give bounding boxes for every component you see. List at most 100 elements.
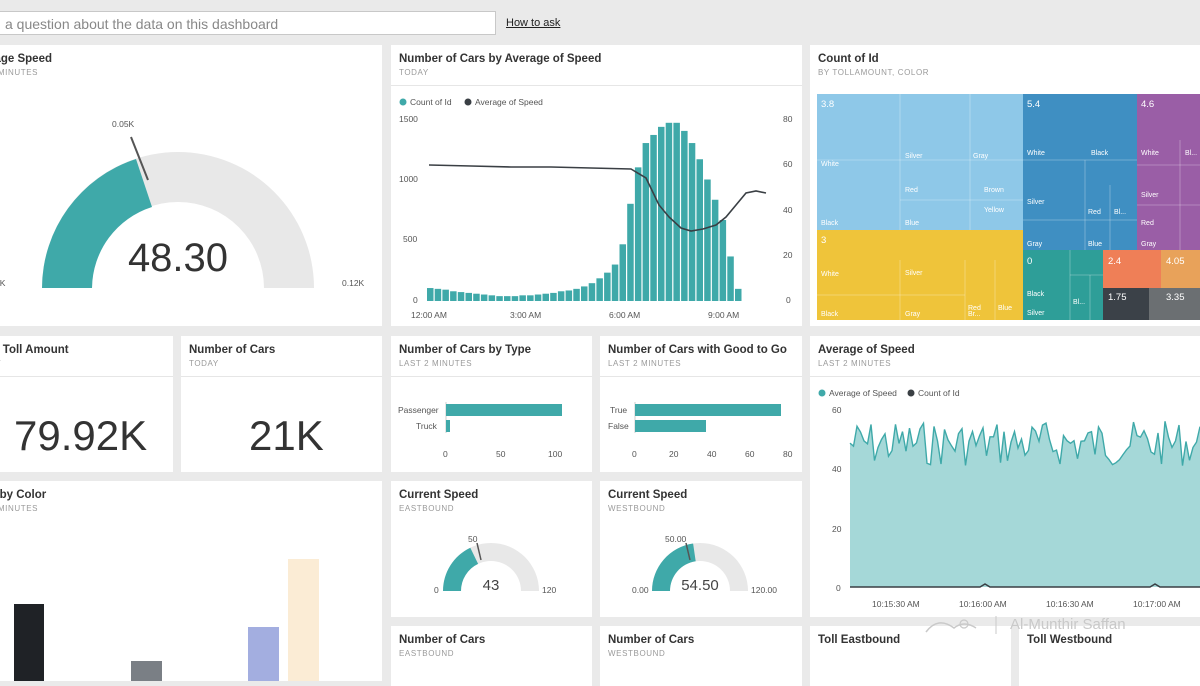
y-tick: 1500	[399, 114, 418, 124]
count-bar	[557, 291, 565, 301]
gauge-value: 43	[483, 577, 500, 594]
gauge-fill	[443, 547, 479, 591]
legend-avg: Average of Speed	[475, 97, 543, 107]
count-bar	[658, 126, 665, 301]
treemap-label: Gray	[1027, 241, 1043, 248]
count-bar	[681, 130, 688, 301]
count-bar	[604, 272, 611, 301]
bar-truck	[446, 420, 450, 432]
toll-west-tile[interactable]: Toll Westbound	[1019, 626, 1200, 686]
avg-speed-line-tile[interactable]: Average of Speed LAST 2 MINUTES Average …	[810, 336, 1200, 617]
count-bar	[619, 244, 626, 301]
count-bar	[711, 199, 719, 301]
tile-title: Current Speed	[608, 489, 688, 501]
y2-tick: 40	[783, 205, 793, 215]
treemap-label: 3.8	[821, 99, 834, 110]
x-tick: 10:16:30 AM	[1046, 599, 1094, 609]
count-bar	[673, 122, 680, 301]
x-tick: 3:00 AM	[510, 310, 541, 320]
treemap-label: White	[821, 161, 839, 168]
color-bar	[288, 559, 319, 681]
tile-title: Number of Cars by Type	[399, 344, 532, 356]
gauge-min-label: 0	[434, 585, 439, 595]
cars-by-type-tile[interactable]: Number of Cars by Type LAST 2 MINUTES Pa…	[391, 336, 592, 472]
count-bar	[627, 203, 634, 301]
count-bar	[504, 296, 511, 301]
tile-title: Count of Id	[818, 53, 879, 65]
treemap-label: Silver	[905, 153, 923, 160]
toll-amount-tile[interactable]: al Toll Amount AY 79.92K	[0, 336, 173, 472]
cur-speed-east-tile[interactable]: Current Speed EASTBOUND 50 0 120 43	[391, 481, 592, 617]
y2-tick: 60	[783, 159, 793, 169]
treemap-label: Red	[1141, 220, 1154, 227]
count-bar	[427, 288, 434, 301]
treemap-label: Brown	[984, 187, 1004, 194]
count-bar	[442, 289, 449, 301]
tile-subtitle: EASTBOUND	[399, 504, 455, 513]
y-tick: 1000	[399, 174, 418, 184]
count-bars	[427, 122, 742, 301]
treemap-label: Silver	[1027, 310, 1045, 317]
y-tick: 40	[832, 464, 842, 474]
gauge-max-label: 120.00	[751, 585, 777, 595]
tile-title: al Toll Amount	[0, 344, 69, 356]
cars-by-speed-tile[interactable]: Number of Cars by Average of Speed TODAY…	[391, 45, 802, 326]
tile-title: Current Speed	[399, 489, 479, 501]
y-tick: 0	[413, 295, 418, 305]
treemap-label: 4.6	[1141, 99, 1154, 110]
count-bar	[542, 293, 549, 301]
how-to-ask-link[interactable]: How to ask	[506, 17, 561, 29]
x-tick: 50	[496, 449, 506, 459]
treemap-label: Blue	[1088, 241, 1102, 248]
tile-title: Number of Cars with Good to Go	[608, 344, 787, 356]
count-bar	[588, 283, 596, 301]
count-bar	[473, 293, 480, 301]
treemap-label: 4.05	[1166, 256, 1185, 267]
cars-east-tile[interactable]: Number of Cars EASTBOUND	[391, 626, 592, 686]
gauge-target	[476, 542, 482, 561]
treemap-label: White	[1027, 150, 1045, 157]
count-bar	[650, 134, 657, 301]
count-bar	[719, 220, 727, 301]
cur-speed-west-tile[interactable]: Current Speed WESTBOUND 50.00 0.00 120.0…	[600, 481, 802, 617]
treemap-label: 3.35	[1166, 292, 1185, 303]
treemap-label: White	[1141, 150, 1159, 157]
treemap-label: Silver	[1141, 192, 1159, 199]
avg-speed-tile[interactable]: rage Speed 2 MINUTES 0.05K 0K 0.12K 48.3…	[0, 45, 382, 326]
avg-speed-series	[849, 421, 1200, 466]
y-tick: 500	[403, 234, 417, 244]
y-tick: 60	[832, 405, 842, 415]
tile-title: s by Color	[0, 489, 47, 501]
count-bar	[450, 291, 457, 301]
count-bar	[573, 288, 580, 301]
treemap-label: Black	[1027, 291, 1045, 298]
treemap-label: Yellow	[984, 207, 1005, 214]
cars-west-tile[interactable]: Number of Cars WESTBOUND	[600, 626, 802, 686]
treemap-label: Bl...	[1114, 209, 1126, 216]
count-bar	[527, 295, 534, 301]
tile-title: Number of Cars by Average of Speed	[399, 53, 602, 65]
gauge-target-label: 50	[468, 534, 478, 544]
x-tick: 0	[443, 449, 448, 459]
gauge-fill	[42, 159, 152, 288]
gauge-value: 48.30	[128, 236, 228, 280]
x-tick: 0	[632, 449, 637, 459]
color-bar	[14, 604, 44, 681]
tile-subtitle: LAST 2 MINUTES	[399, 359, 473, 368]
x-tick: 100	[548, 449, 562, 459]
x-tick: 10:16:00 AM	[959, 599, 1007, 609]
count-bar	[596, 278, 603, 301]
num-cars-tile[interactable]: Number of Cars TODAY 21K	[181, 336, 382, 472]
treemap-tile[interactable]: Count of Id BY TOLLAMOUNT, COLOR 3.8 Whi…	[810, 45, 1200, 326]
qa-input[interactable]: a question about the data on this dashbo…	[0, 11, 496, 35]
bar-label: False	[608, 421, 629, 431]
color-bar	[248, 627, 279, 681]
good-to-go-tile[interactable]: Number of Cars with Good to Go LAST 2 MI…	[600, 336, 802, 472]
count-bar	[550, 292, 557, 301]
tile-subtitle: 2 MINUTES	[0, 68, 39, 77]
tile-subtitle: WESTBOUND	[608, 504, 666, 513]
count-bar	[534, 294, 542, 301]
by-color-tile[interactable]: s by Color 2 MINUTES	[0, 481, 382, 681]
treemap-label: Red	[968, 305, 981, 312]
legend-count: Count of Id	[410, 97, 452, 107]
